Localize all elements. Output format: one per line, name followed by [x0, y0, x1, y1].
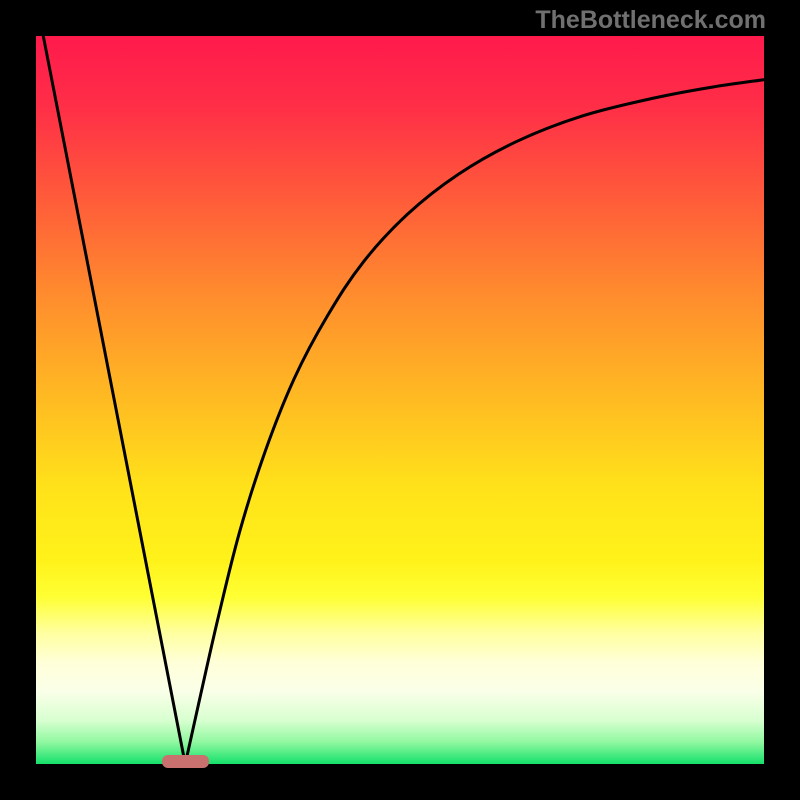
bottleneck-curve-svg — [0, 0, 800, 800]
bottleneck-curve — [43, 36, 764, 764]
bottleneck-marker — [162, 755, 209, 768]
watermark-text: TheBottleneck.com — [535, 6, 766, 35]
chart-container: TheBottleneck.com — [0, 0, 800, 800]
